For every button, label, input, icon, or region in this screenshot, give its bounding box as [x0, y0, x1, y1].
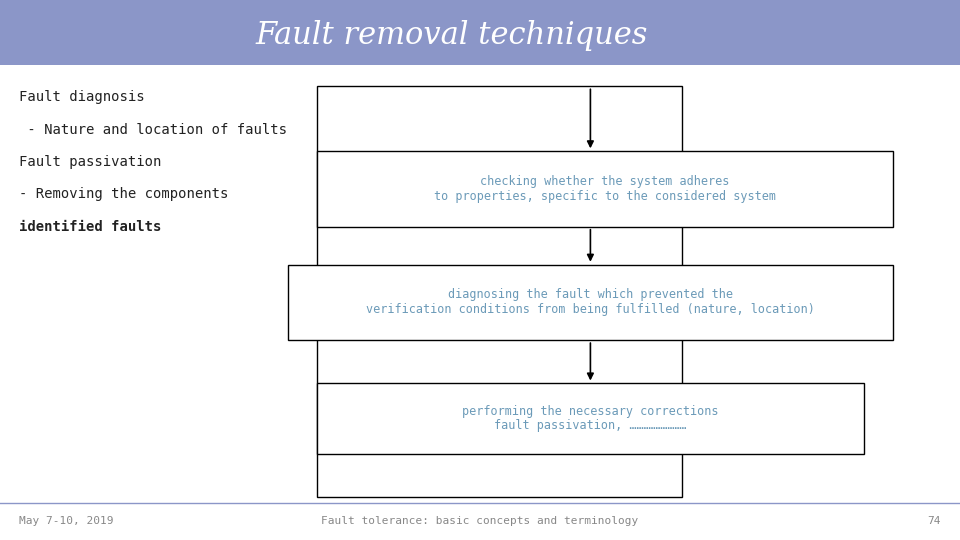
Text: Fault passivation: Fault passivation [19, 155, 161, 169]
Text: Fault diagnosis: Fault diagnosis [19, 90, 145, 104]
Text: 74: 74 [927, 516, 941, 526]
Text: - Nature and location of faults: - Nature and location of faults [19, 123, 287, 137]
Text: diagnosing the fault which prevented the
verification conditions from being fulf: diagnosing the fault which prevented the… [366, 288, 815, 316]
Text: Fault tolerance: basic concepts and terminology: Fault tolerance: basic concepts and term… [322, 516, 638, 526]
Text: - Removing the components: - Removing the components [19, 187, 228, 201]
FancyBboxPatch shape [0, 0, 960, 65]
Bar [317, 86, 682, 497]
Text: identified faults: identified faults [19, 220, 161, 234]
Text: checking whether the system adheres
to properties, specific to the considered sy: checking whether the system adheres to p… [434, 175, 776, 203]
Text: May 7-10, 2019: May 7-10, 2019 [19, 516, 113, 526]
Text: Fault removal techniques: Fault removal techniques [255, 19, 647, 51]
Bar [317, 383, 864, 454]
Text: performing the necessary corrections
fault passivation, ……………………: performing the necessary corrections fau… [462, 404, 719, 433]
Bar [288, 265, 893, 340]
Bar [317, 151, 893, 227]
